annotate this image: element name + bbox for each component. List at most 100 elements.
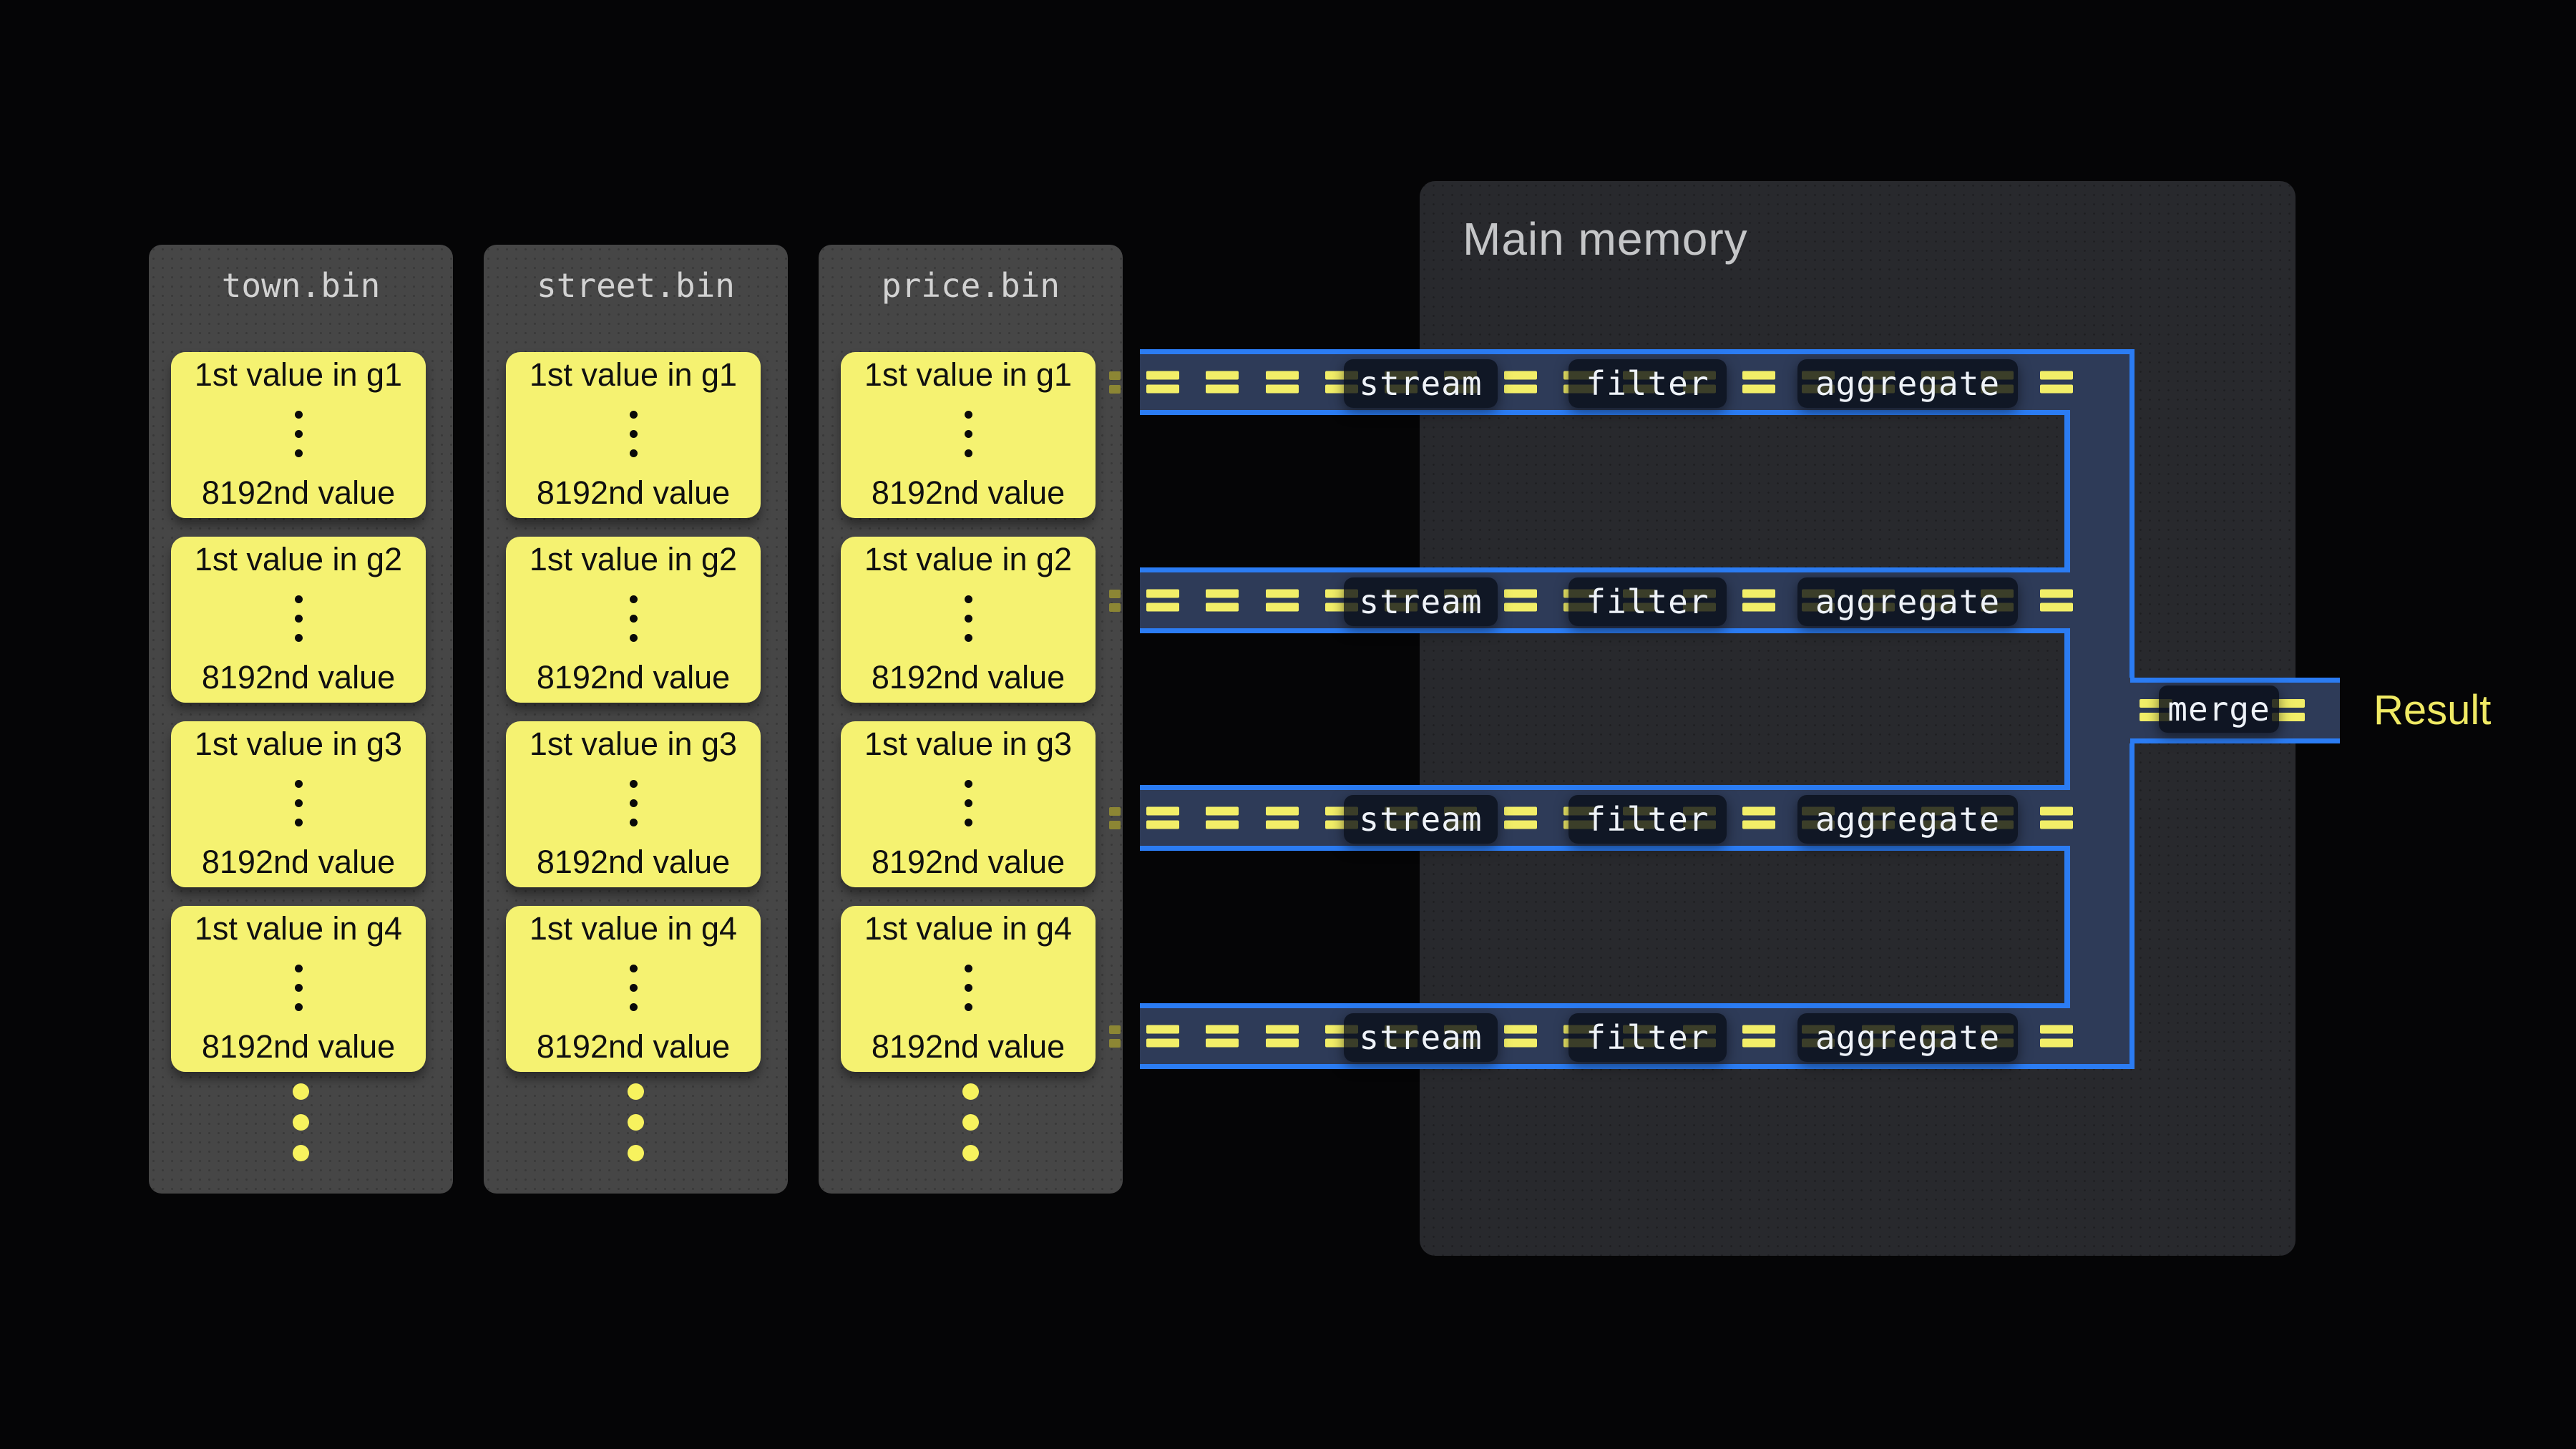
cell-ellipsis-icon	[629, 595, 638, 642]
cell-first-value: 1st value in g2	[194, 541, 403, 577]
dot-icon	[294, 595, 303, 603]
data-cell: 1st value in g2 8192nd value	[171, 537, 426, 703]
dot-icon	[294, 410, 303, 419]
cell-last-value: 8192nd value	[871, 474, 1065, 511]
cell-last-value: 8192nd value	[536, 1028, 731, 1065]
dot-icon	[293, 1083, 309, 1100]
more-groups-ellipsis-icon	[149, 1083, 453, 1161]
data-cell: 1st value in g4 8192nd value	[171, 906, 426, 1072]
equals-icon	[1265, 589, 1299, 612]
file-title: town.bin	[221, 266, 381, 305]
dot-icon	[629, 818, 638, 826]
dot-icon	[294, 449, 303, 457]
dot-icon	[629, 779, 638, 788]
dot-icon	[294, 818, 303, 826]
equals-icon	[1206, 1025, 1239, 1048]
stage-chip-stream: stream	[1344, 795, 1498, 844]
dot-icon	[964, 614, 972, 623]
cell-first-value: 1st value in g3	[194, 726, 403, 762]
dot-icon	[629, 799, 638, 807]
dot-icon	[962, 1114, 979, 1131]
equals-icon	[1742, 371, 1775, 394]
spine-left-border	[2064, 410, 2070, 572]
cell-first-value: 1st value in g1	[194, 356, 403, 393]
stage-chip-aggregate: aggregate	[1797, 577, 2018, 626]
stage-chip-aggregate: aggregate	[1797, 795, 2018, 844]
equals-icon	[1742, 1025, 1775, 1048]
dot-icon	[964, 429, 972, 438]
stage-chip-filter: filter	[1568, 1013, 1727, 1062]
dot-icon	[964, 799, 972, 807]
file-panel-street: street.bin 1st value in g1 8192nd value …	[484, 245, 788, 1194]
data-cell: 1st value in g3 8192nd value	[841, 721, 1096, 887]
cell-last-value: 8192nd value	[536, 474, 731, 511]
dot-icon	[294, 983, 303, 992]
data-cell: 1st value in g1 8192nd value	[506, 352, 761, 518]
cell-ellipsis-icon	[629, 964, 638, 1011]
equals-icon	[1206, 371, 1239, 394]
equals-icon	[1265, 371, 1299, 394]
dot-icon	[628, 1114, 644, 1131]
dot-icon	[294, 1002, 303, 1011]
stage-chip-aggregate: aggregate	[1797, 1013, 2018, 1062]
file-panel-price: price.bin 1st value in g1 8192nd value 1…	[819, 245, 1123, 1194]
equals-icon	[1146, 806, 1179, 829]
stage-chip-stream: stream	[1344, 359, 1498, 408]
dot-icon	[964, 1002, 972, 1011]
result-label: Result	[2373, 687, 2492, 733]
dot-icon	[294, 799, 303, 807]
dot-icon	[629, 595, 638, 603]
stage-chip-aggregate: aggregate	[1797, 359, 2018, 408]
pipeline-lane-1: stream filter aggregate	[1109, 349, 2074, 415]
cell-last-value: 8192nd value	[201, 658, 396, 696]
cell-last-value: 8192nd value	[871, 658, 1065, 696]
cell-first-value: 1st value in g2	[864, 541, 1073, 577]
dot-icon	[294, 614, 303, 623]
dot-icon	[629, 410, 638, 419]
data-cell: 1st value in g2 8192nd value	[506, 537, 761, 703]
merge-stub-bottom-border	[2130, 738, 2340, 743]
equals-icon	[1503, 589, 1537, 612]
dot-icon	[964, 818, 972, 826]
data-cell: 1st value in g3 8192nd value	[171, 721, 426, 887]
cell-ellipsis-icon	[964, 964, 972, 1011]
dot-icon	[964, 449, 972, 457]
dot-icon	[294, 779, 303, 788]
dot-icon	[629, 449, 638, 457]
equals-icon	[1146, 1025, 1179, 1048]
data-cell: 1st value in g4 8192nd value	[506, 906, 761, 1072]
stage-chip-stream: stream	[1344, 577, 1498, 626]
equals-icon	[1206, 806, 1239, 829]
pipeline-lane-2: stream filter aggregate	[1109, 567, 2074, 633]
equals-icon	[1146, 589, 1179, 612]
equals-icon	[1146, 371, 1179, 394]
equals-icon	[1503, 371, 1537, 394]
dot-icon	[629, 964, 638, 972]
spine-bottom-border	[2070, 1064, 2135, 1069]
spine-left-border	[2064, 628, 2070, 791]
equals-icon	[1109, 371, 1121, 394]
equals-icon	[1109, 590, 1121, 612]
dot-icon	[628, 1145, 644, 1161]
cell-ellipsis-icon	[294, 964, 303, 1011]
cell-first-value: 1st value in g4	[529, 910, 738, 947]
cell-first-value: 1st value in g1	[864, 356, 1073, 393]
equals-icon	[1109, 807, 1121, 829]
dot-icon	[962, 1145, 979, 1161]
dot-icon	[629, 983, 638, 992]
equals-icon	[1503, 806, 1537, 829]
cell-last-value: 8192nd value	[536, 658, 731, 696]
equals-icon	[2040, 1025, 2074, 1048]
dot-icon	[293, 1145, 309, 1161]
data-cell: 1st value in g4 8192nd value	[841, 906, 1096, 1072]
equals-icon	[1109, 1025, 1121, 1048]
data-cell: 1st value in g1 8192nd value	[841, 352, 1096, 518]
cell-ellipsis-icon	[294, 410, 303, 457]
dot-icon	[962, 1083, 979, 1100]
pipeline-lane-4: stream filter aggregate	[1109, 1003, 2074, 1069]
cell-ellipsis-icon	[629, 410, 638, 457]
cell-first-value: 1st value in g3	[529, 726, 738, 762]
dot-icon	[629, 633, 638, 642]
cell-ellipsis-icon	[964, 779, 972, 826]
